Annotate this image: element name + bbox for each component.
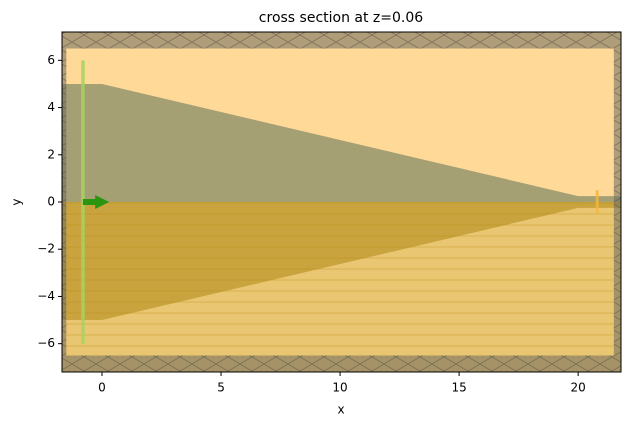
substrate-hatch: [66, 202, 614, 356]
y-axis-label: y: [10, 198, 24, 205]
y-tick-label: −4: [37, 289, 55, 303]
x-tick-label: 5: [217, 381, 225, 395]
chart-title: cross section at z=0.06: [259, 10, 423, 26]
x-tick-label: 20: [571, 381, 586, 395]
y-tick-label: −2: [37, 242, 55, 256]
y-tick-label: −6: [37, 336, 55, 350]
x-tick-label: 0: [98, 381, 106, 395]
y-tick-label: 6: [47, 53, 55, 67]
source-direction-arrow: [82, 195, 110, 209]
y-tick-label: 2: [47, 147, 55, 161]
y-tick-label: 4: [47, 100, 55, 114]
x-axis-label: x: [337, 403, 344, 417]
x-tick-label: 10: [332, 381, 347, 395]
y-tick-label: 0: [47, 195, 55, 209]
x-tick-label: 15: [451, 381, 466, 395]
plot-area: [62, 32, 621, 372]
